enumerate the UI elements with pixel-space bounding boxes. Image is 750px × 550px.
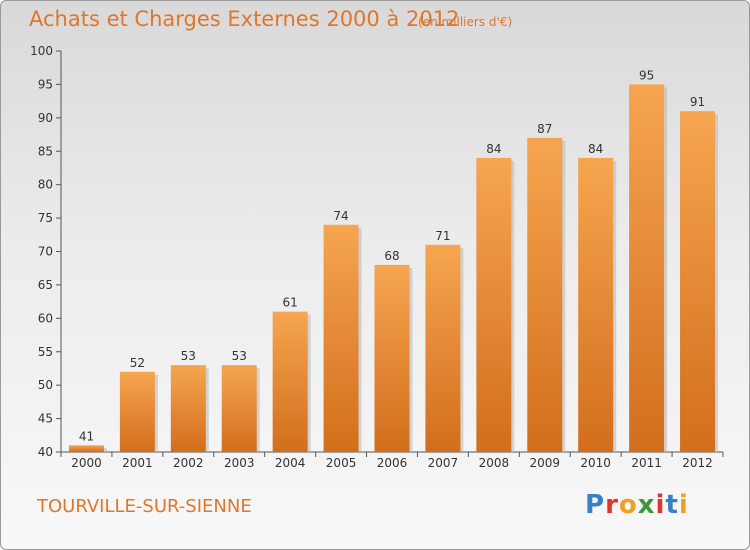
y-tick-label: 60 xyxy=(38,311,53,325)
x-tick-label: 2005 xyxy=(326,456,357,470)
value-label: 84 xyxy=(588,142,603,156)
x-tick-label: 2003 xyxy=(224,456,255,470)
y-tick-label: 100 xyxy=(30,44,53,58)
value-label: 53 xyxy=(181,349,196,363)
value-label: 91 xyxy=(690,95,705,109)
bar-2004 xyxy=(272,311,308,452)
bar-2001 xyxy=(119,371,155,452)
commune-name: TOURVILLE-SUR-SIENNE xyxy=(37,496,252,517)
y-tick-label: 95 xyxy=(38,77,53,91)
x-tick-label: 2012 xyxy=(682,456,713,470)
value-label: 61 xyxy=(283,296,298,310)
x-tick-label: 2001 xyxy=(122,456,153,470)
bar-2006 xyxy=(374,264,410,452)
bar-2007 xyxy=(425,244,461,452)
value-label: 71 xyxy=(435,229,450,243)
value-label: 87 xyxy=(537,122,552,136)
x-tick-label: 2004 xyxy=(275,456,306,470)
y-tick-label: 45 xyxy=(38,412,53,426)
value-label: 53 xyxy=(232,349,247,363)
logo-letter: r xyxy=(605,490,619,520)
bar-2008 xyxy=(476,157,512,452)
y-tick-label: 80 xyxy=(38,178,53,192)
bar-2002 xyxy=(170,365,206,452)
x-tick-label: 2009 xyxy=(529,456,560,470)
value-label: 84 xyxy=(486,142,501,156)
logo-letter: t xyxy=(665,490,679,520)
y-tick-label: 70 xyxy=(38,245,53,259)
bar-2000 xyxy=(68,445,104,452)
x-tick-label: 2006 xyxy=(377,456,408,470)
y-tick-label: 90 xyxy=(38,111,53,125)
logo-letter: P xyxy=(585,490,606,520)
y-tick-label: 75 xyxy=(38,211,53,225)
value-label: 95 xyxy=(639,68,654,82)
logo-letter: i xyxy=(655,490,666,520)
x-tick-label: 2010 xyxy=(580,456,611,470)
bar-2003 xyxy=(221,365,257,452)
y-tick-label: 65 xyxy=(38,278,53,292)
chart-unit: (en milliers d'€) xyxy=(418,15,513,29)
bar-2009 xyxy=(527,137,563,452)
bar-2011 xyxy=(629,84,665,453)
x-tick-label: 2011 xyxy=(631,456,662,470)
value-label: 74 xyxy=(333,209,348,223)
value-label: 41 xyxy=(79,429,94,443)
chart-title: Achats et Charges Externes 2000 à 2012 xyxy=(29,7,460,31)
x-tick-label: 2000 xyxy=(71,456,102,470)
value-label: 52 xyxy=(130,356,145,370)
proxiti-logo: Proxiti xyxy=(585,490,689,520)
y-tick-label: 85 xyxy=(38,144,53,158)
y-tick-label: 50 xyxy=(38,378,53,392)
logo-letter: o xyxy=(618,490,638,520)
value-label: 68 xyxy=(384,249,399,263)
logo-letter: i xyxy=(678,490,689,520)
bar-2010 xyxy=(578,157,614,452)
y-tick-label: 55 xyxy=(38,345,53,359)
logo-letter: x xyxy=(637,490,656,520)
x-tick-label: 2007 xyxy=(428,456,459,470)
y-tick-label: 40 xyxy=(38,445,53,459)
x-tick-label: 2002 xyxy=(173,456,204,470)
bar-2005 xyxy=(323,224,359,452)
bar-2012 xyxy=(680,111,716,453)
x-tick-label: 2008 xyxy=(479,456,510,470)
